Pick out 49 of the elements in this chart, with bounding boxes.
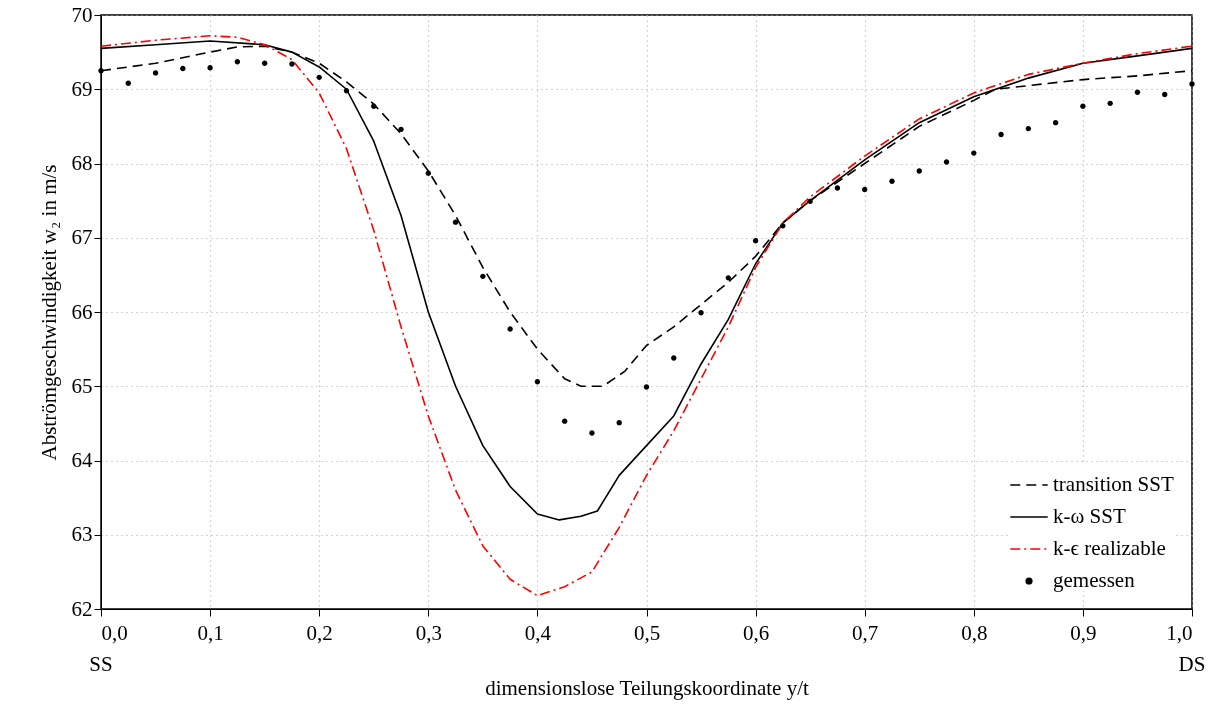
point bbox=[616, 419, 622, 426]
point bbox=[943, 159, 950, 165]
point bbox=[452, 219, 459, 225]
point bbox=[752, 238, 759, 244]
y-tick-label: 64 bbox=[71, 448, 93, 472]
point bbox=[1162, 91, 1168, 98]
legend-label: gemessen bbox=[1053, 568, 1136, 592]
point bbox=[371, 103, 377, 110]
x-tick-label: 0,3 bbox=[415, 620, 442, 645]
x-tick-label: 0,9 bbox=[1070, 620, 1097, 645]
point bbox=[261, 60, 268, 66]
text: SS bbox=[89, 652, 113, 676]
point bbox=[316, 74, 322, 81]
point bbox=[998, 131, 1004, 138]
point bbox=[480, 273, 486, 280]
point bbox=[862, 186, 868, 193]
point bbox=[343, 88, 350, 94]
y-tick-label: 69 bbox=[71, 76, 93, 101]
point bbox=[534, 379, 541, 385]
x-tick-label: 0,6 bbox=[742, 620, 770, 645]
x-tick-label: 0,5 bbox=[633, 620, 661, 645]
legend-label: k-ω SST bbox=[1053, 504, 1126, 528]
point bbox=[643, 384, 650, 390]
x-tick-label: 0,4 bbox=[524, 620, 552, 645]
legend-label: transition SST bbox=[1053, 472, 1174, 496]
y-tick-label: 65 bbox=[71, 373, 93, 398]
y-tick-label: 62 bbox=[71, 596, 93, 621]
y-tick-label: 66 bbox=[71, 299, 93, 324]
y-tick-label: 67 bbox=[71, 225, 93, 250]
y-tick-label: 63 bbox=[71, 522, 93, 547]
y-tick-label: 68 bbox=[71, 151, 93, 175]
x-tick-label: 0,2 bbox=[306, 620, 333, 645]
x-tick-label: 0,0 bbox=[101, 620, 128, 645]
legend-label: k-ϵ realizable bbox=[1053, 536, 1166, 560]
y-tick-label: 70 bbox=[71, 2, 93, 27]
x-tick-label: 0,7 bbox=[852, 620, 879, 645]
x-tick-label: 1,0 bbox=[1166, 620, 1193, 645]
point bbox=[834, 185, 841, 191]
point bbox=[1025, 125, 1032, 132]
point bbox=[1134, 89, 1141, 95]
text: DS bbox=[1178, 652, 1206, 676]
point bbox=[234, 59, 241, 65]
point bbox=[1052, 119, 1059, 126]
point bbox=[180, 65, 186, 72]
x-tick-label: 0,8 bbox=[961, 620, 988, 645]
y-axis-title: Abströmgeschwindigkeit w₂ in m/s bbox=[36, 164, 61, 461]
x-tick-label: 0,1 bbox=[197, 620, 224, 645]
point bbox=[152, 70, 159, 76]
x-axis-title: dimensionslose Teilungskoordinate y/t bbox=[485, 675, 809, 700]
